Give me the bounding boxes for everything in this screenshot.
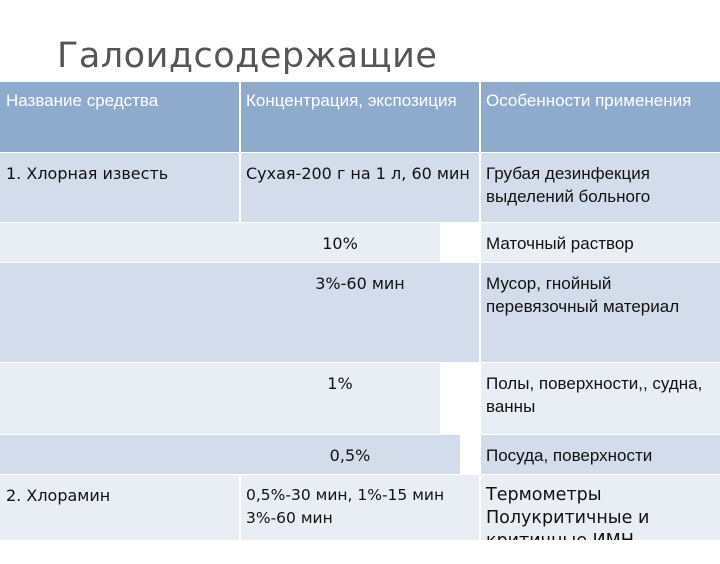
row-divider: [0, 434, 720, 435]
header-cell-usage: Особенности применения: [480, 82, 720, 152]
row-divider: [0, 152, 720, 153]
table-row-3-concentration: 3%-60 мин: [240, 262, 480, 362]
table-row-4-usage: Полы, поверхности,, судна, ванны: [480, 362, 720, 434]
column-divider: [239, 474, 241, 564]
table-row-6-name: 2. Хлорамин: [0, 474, 240, 540]
header-cell-name: Название средства: [0, 82, 240, 152]
disinfectant-table: Название средства Концентрация, экспозиц…: [0, 82, 720, 564]
table-row-1-usage: Грубая дезинфекция выделений больного: [480, 152, 720, 222]
table-row-2-concentration: 10%: [240, 222, 440, 262]
table-row-1-concentration: Сухая-200 г на 1 л, 60 мин: [240, 152, 480, 222]
column-divider: [479, 82, 481, 562]
table-row-3-usage: Мусор, гнойный перевязочный материал: [480, 262, 720, 362]
header-cell-concentration: Концентрация, экспозиция: [240, 82, 480, 152]
table-row-2-usage: Маточный раствор: [480, 222, 720, 262]
table-row-3-name: [0, 262, 240, 362]
table-row-6-usage: Термометры Полукритичные и критичные ИМН: [480, 474, 720, 540]
row-divider: [0, 262, 720, 263]
table-row-4-name: [0, 362, 240, 434]
row-divider: [0, 222, 720, 223]
table-row-5-concentration: 0,5%: [240, 434, 460, 474]
column-divider: [239, 82, 241, 222]
table-row-5-usage: Посуда, поверхности: [480, 434, 720, 474]
table-row-2-name: [0, 222, 240, 262]
row-divider: [0, 362, 720, 363]
table-row-6-concentration: 0,5%-30 мин, 1%-15 мин 3%-60 мин: [240, 474, 480, 540]
table-row-1-name: 1. Хлорная известь: [0, 152, 240, 222]
page-title: Галоидсодержащие: [57, 36, 438, 76]
row-divider: [0, 474, 720, 475]
table-row-4-concentration: 1%: [240, 362, 440, 434]
table-row-5-name: [0, 434, 240, 474]
